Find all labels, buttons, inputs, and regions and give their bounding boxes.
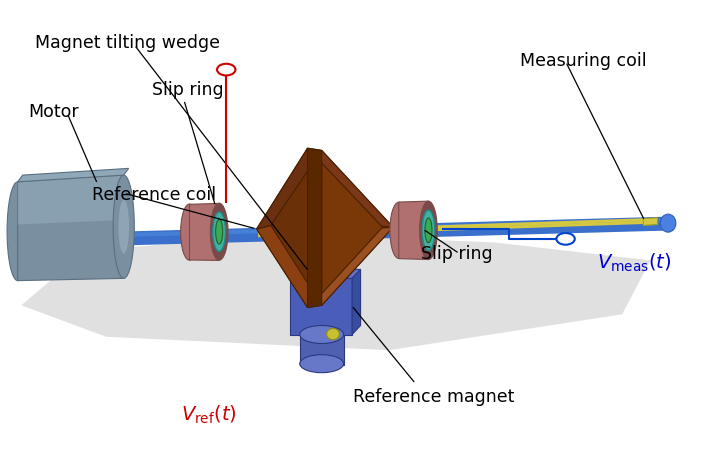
Polygon shape [18,168,129,182]
Polygon shape [290,269,361,278]
Polygon shape [309,229,333,278]
Circle shape [556,233,575,245]
Ellipse shape [118,200,129,254]
Polygon shape [311,150,393,227]
Polygon shape [257,148,322,229]
Ellipse shape [300,326,344,343]
Text: $V_{\mathrm{meas}}(t)$: $V_{\mathrm{meas}}(t)$ [597,251,672,274]
Text: Motor: Motor [28,103,79,121]
Ellipse shape [7,182,28,281]
Ellipse shape [327,329,339,339]
Ellipse shape [390,202,407,259]
Polygon shape [21,233,650,350]
Polygon shape [189,203,219,260]
Polygon shape [257,148,308,308]
Ellipse shape [425,218,432,243]
Ellipse shape [216,220,223,244]
Polygon shape [257,225,322,308]
Polygon shape [18,175,124,281]
Polygon shape [18,175,124,224]
Ellipse shape [660,214,676,232]
Circle shape [217,64,235,75]
Polygon shape [308,148,322,308]
Text: $V_{\mathrm{ref}}(t)$: $V_{\mathrm{ref}}(t)$ [180,404,237,427]
Ellipse shape [300,355,344,373]
Polygon shape [311,227,393,305]
Text: Slip ring: Slip ring [421,245,492,263]
Text: Reference magnet: Reference magnet [354,388,515,406]
Polygon shape [290,278,352,335]
Ellipse shape [210,203,228,260]
Ellipse shape [180,204,198,260]
Text: Slip ring: Slip ring [152,81,223,99]
Ellipse shape [419,201,437,260]
Ellipse shape [113,175,134,278]
Polygon shape [399,201,428,260]
Text: Measuring coil: Measuring coil [520,52,646,70]
Polygon shape [643,218,658,225]
Ellipse shape [213,212,226,251]
Text: Magnet tilting wedge: Magnet tilting wedge [35,34,221,52]
Text: Reference coil: Reference coil [92,186,216,204]
Polygon shape [300,335,344,365]
Ellipse shape [422,210,435,251]
Polygon shape [322,150,393,305]
Polygon shape [352,269,361,335]
